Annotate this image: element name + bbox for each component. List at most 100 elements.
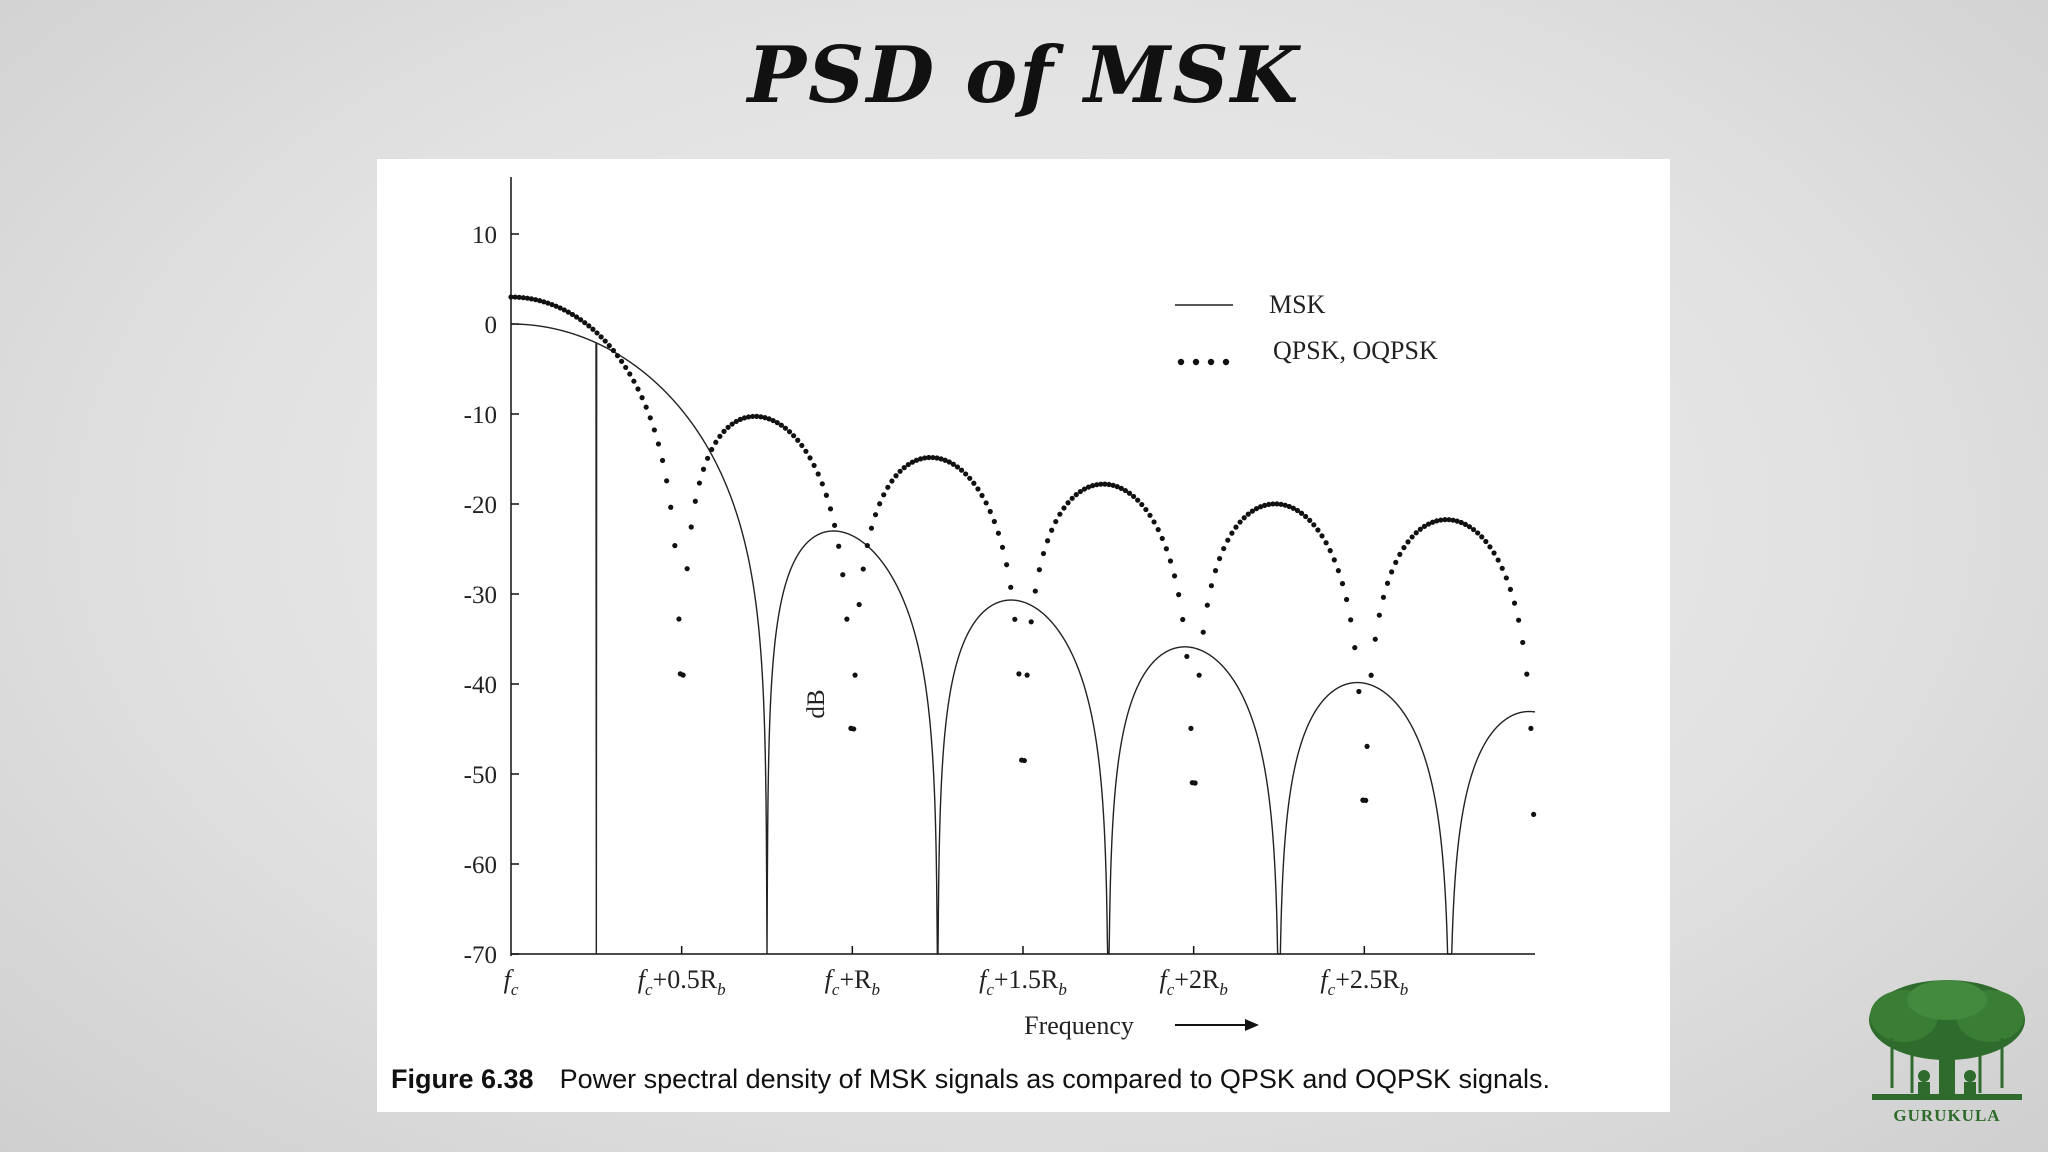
series-qpsk-point [659, 457, 666, 464]
series-qpsk-point [791, 433, 797, 439]
gurukula-logo: GURUKULA [1862, 978, 2032, 1128]
series-qpsk-point [582, 320, 588, 326]
series-qpsk-point [1135, 497, 1141, 503]
legend-qpsk-swatch-dot [1222, 358, 1230, 366]
series-qpsk-point [922, 455, 928, 461]
y-tick-label: -60 [464, 852, 497, 879]
series-qpsk-point [1421, 523, 1428, 529]
x-tick-label-base: f [504, 965, 515, 994]
series-qpsk-point [692, 498, 698, 504]
series-qpsk-point [975, 486, 981, 492]
series-qpsk-point [1147, 512, 1153, 518]
series-qpsk-point [786, 429, 793, 435]
series-qpsk-point [1139, 501, 1145, 508]
series-qpsk-point [795, 437, 801, 443]
series-qpsk-point [954, 464, 961, 470]
series-qpsk-point [1184, 653, 1190, 660]
series-qpsk-point [1270, 501, 1276, 507]
x-tick-label-base: f [825, 965, 836, 994]
series-qpsk-point [938, 456, 944, 462]
x-tick-label-base: f [638, 965, 649, 994]
x-ticks: fc fc+0.5Rb fc+Rb fc+1.5Rb fc+2Rb fc+2.5Rb [504, 946, 1409, 999]
series-qpsk-point [635, 386, 641, 392]
series-qpsk-point [717, 433, 723, 439]
series-qpsk-point [1487, 544, 1493, 550]
series-qpsk-point [1462, 521, 1468, 527]
series-qpsk-point [1188, 725, 1194, 731]
series-qpsk-point [851, 726, 857, 732]
series-qpsk-point [1372, 636, 1378, 642]
series-qpsk-point [942, 457, 948, 463]
series-qpsk-point [1208, 583, 1215, 589]
series-qpsk-point [532, 297, 539, 303]
x-tick-label: fc [504, 965, 519, 999]
series-qpsk-point [1438, 517, 1444, 523]
series-qpsk-point [672, 543, 678, 549]
series-qpsk-point [1298, 510, 1305, 516]
series-qpsk-point [799, 442, 805, 449]
series-qpsk-point [664, 478, 670, 484]
series-qpsk-point [1389, 569, 1395, 575]
series-qpsk-point [643, 404, 649, 410]
legend-qpsk-swatch-dot [1192, 358, 1200, 366]
series-qpsk-point [1049, 527, 1055, 533]
x-tick-label-rate-sub: b [871, 980, 880, 999]
series-qpsk-point [1253, 506, 1260, 512]
series-qpsk-point [897, 468, 903, 474]
series-qpsk-point [1274, 501, 1280, 507]
series-qpsk-point [1417, 526, 1423, 532]
x-tick-label: fc+0.5Rb [638, 965, 726, 999]
series-qpsk-point [684, 566, 690, 572]
series-qpsk-point [1053, 518, 1059, 525]
series-qpsk-point [602, 338, 608, 344]
series-qpsk-point [1520, 639, 1526, 646]
series-qpsk-point [557, 305, 563, 311]
series-qpsk-point [729, 421, 735, 427]
logo-text: GURUKULA [1893, 1106, 2001, 1125]
y-ticks: 10 0 -10 -20 -30 -40 -50 -60 -70 [464, 222, 519, 969]
series-qpsk-point [1159, 535, 1165, 542]
series-qpsk-point [549, 301, 555, 308]
x-axis-label: Frequency [1024, 1011, 1134, 1040]
series-qpsk-point [545, 300, 551, 306]
slide-title: PSD of MSK [747, 30, 1301, 121]
series-qpsk-point [836, 543, 842, 549]
series-qpsk-point [958, 467, 965, 473]
x-tick-label-rate-sub: b [1219, 980, 1228, 999]
series-qpsk-point [1294, 507, 1301, 514]
series-qpsk-point [1225, 537, 1231, 543]
series-qpsk-point [578, 317, 584, 323]
series-qpsk-point [1413, 530, 1419, 536]
series-qpsk-point [590, 326, 596, 332]
series-qpsk-point [1163, 546, 1169, 552]
series-qpsk-point [872, 512, 879, 518]
x-tick-label-rest: +2R [1174, 965, 1220, 994]
series-qpsk-point [770, 417, 776, 424]
series-qpsk-point [680, 672, 686, 678]
series-qpsk-point [926, 454, 932, 461]
series-qpsk-point [627, 371, 633, 377]
series-qpsk-point [1077, 488, 1083, 495]
x-tick-label-rate-sub: b [1400, 980, 1409, 999]
series-qpsk-point [1278, 501, 1284, 507]
series-qpsk-point [688, 524, 694, 530]
series-qpsk-point [1368, 672, 1374, 678]
series-qpsk-point [1032, 588, 1038, 594]
series-qpsk-point [909, 459, 916, 465]
series-qpsk-point [569, 311, 576, 318]
series-qpsk-point [991, 518, 997, 525]
series-qpsk-point [733, 418, 739, 425]
series-qpsk-point [1327, 548, 1333, 554]
series-qpsk-point [979, 492, 985, 499]
series-qpsk-point [668, 504, 674, 510]
series-qpsk-point [1475, 530, 1481, 536]
series-qpsk-point [1106, 481, 1112, 488]
series-qpsk-point [782, 425, 789, 431]
series-qpsk-point [721, 428, 727, 434]
series-qpsk-point [1409, 534, 1415, 540]
series-qpsk-point [1217, 555, 1223, 562]
series-qpsk-point [1323, 540, 1329, 546]
series-qpsk-point [1024, 672, 1030, 678]
series-qpsk-point [1151, 519, 1157, 525]
series-qpsk-point [856, 601, 862, 608]
